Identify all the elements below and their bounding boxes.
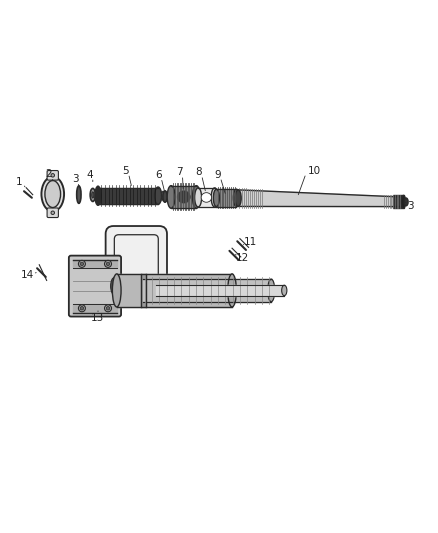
Ellipse shape xyxy=(228,274,237,307)
Text: 7: 7 xyxy=(177,167,183,177)
Text: 10: 10 xyxy=(307,166,321,176)
Text: 1: 1 xyxy=(15,176,22,187)
Text: 6: 6 xyxy=(155,170,161,180)
Ellipse shape xyxy=(192,185,200,208)
Ellipse shape xyxy=(282,285,287,296)
Text: 3: 3 xyxy=(72,174,79,184)
Polygon shape xyxy=(73,304,117,313)
Text: 4: 4 xyxy=(86,170,93,180)
Polygon shape xyxy=(117,274,232,307)
Circle shape xyxy=(105,261,112,268)
Ellipse shape xyxy=(77,186,81,203)
Text: 11: 11 xyxy=(244,237,257,247)
Circle shape xyxy=(106,306,110,310)
Polygon shape xyxy=(141,274,146,307)
Text: 12: 12 xyxy=(236,253,249,263)
Ellipse shape xyxy=(268,279,275,302)
Text: 14: 14 xyxy=(21,270,34,280)
Ellipse shape xyxy=(235,190,241,206)
Ellipse shape xyxy=(401,195,406,208)
Circle shape xyxy=(51,174,54,177)
Text: 3: 3 xyxy=(407,201,414,212)
Ellipse shape xyxy=(233,189,240,207)
Ellipse shape xyxy=(45,181,60,207)
Circle shape xyxy=(51,211,54,214)
Polygon shape xyxy=(216,189,237,207)
FancyBboxPatch shape xyxy=(106,226,167,289)
Ellipse shape xyxy=(95,186,101,205)
Polygon shape xyxy=(393,195,403,208)
Ellipse shape xyxy=(113,274,121,307)
Polygon shape xyxy=(156,285,284,296)
Text: 9: 9 xyxy=(214,170,221,180)
Polygon shape xyxy=(171,185,196,208)
Ellipse shape xyxy=(211,188,218,207)
Text: 2: 2 xyxy=(45,169,52,179)
Ellipse shape xyxy=(194,188,201,207)
Ellipse shape xyxy=(177,191,190,203)
Ellipse shape xyxy=(213,189,219,207)
Ellipse shape xyxy=(163,191,167,202)
Polygon shape xyxy=(98,188,158,204)
Polygon shape xyxy=(198,188,215,207)
Ellipse shape xyxy=(162,191,165,200)
Circle shape xyxy=(106,262,110,265)
Circle shape xyxy=(78,305,85,312)
Circle shape xyxy=(78,261,85,268)
Ellipse shape xyxy=(155,187,162,205)
Circle shape xyxy=(105,305,112,312)
Text: 13: 13 xyxy=(91,313,104,323)
Ellipse shape xyxy=(201,192,212,202)
Circle shape xyxy=(80,306,84,310)
Ellipse shape xyxy=(111,277,118,295)
Polygon shape xyxy=(143,279,271,302)
Polygon shape xyxy=(238,190,402,207)
Polygon shape xyxy=(73,260,117,268)
FancyBboxPatch shape xyxy=(47,208,58,217)
Ellipse shape xyxy=(90,188,95,201)
Text: 8: 8 xyxy=(196,167,202,177)
Ellipse shape xyxy=(167,185,175,208)
FancyBboxPatch shape xyxy=(47,171,58,180)
Ellipse shape xyxy=(42,176,64,212)
Text: 5: 5 xyxy=(122,166,129,176)
Polygon shape xyxy=(159,191,163,200)
FancyBboxPatch shape xyxy=(69,256,121,317)
Circle shape xyxy=(80,262,84,265)
Ellipse shape xyxy=(92,192,94,198)
Ellipse shape xyxy=(404,198,408,206)
